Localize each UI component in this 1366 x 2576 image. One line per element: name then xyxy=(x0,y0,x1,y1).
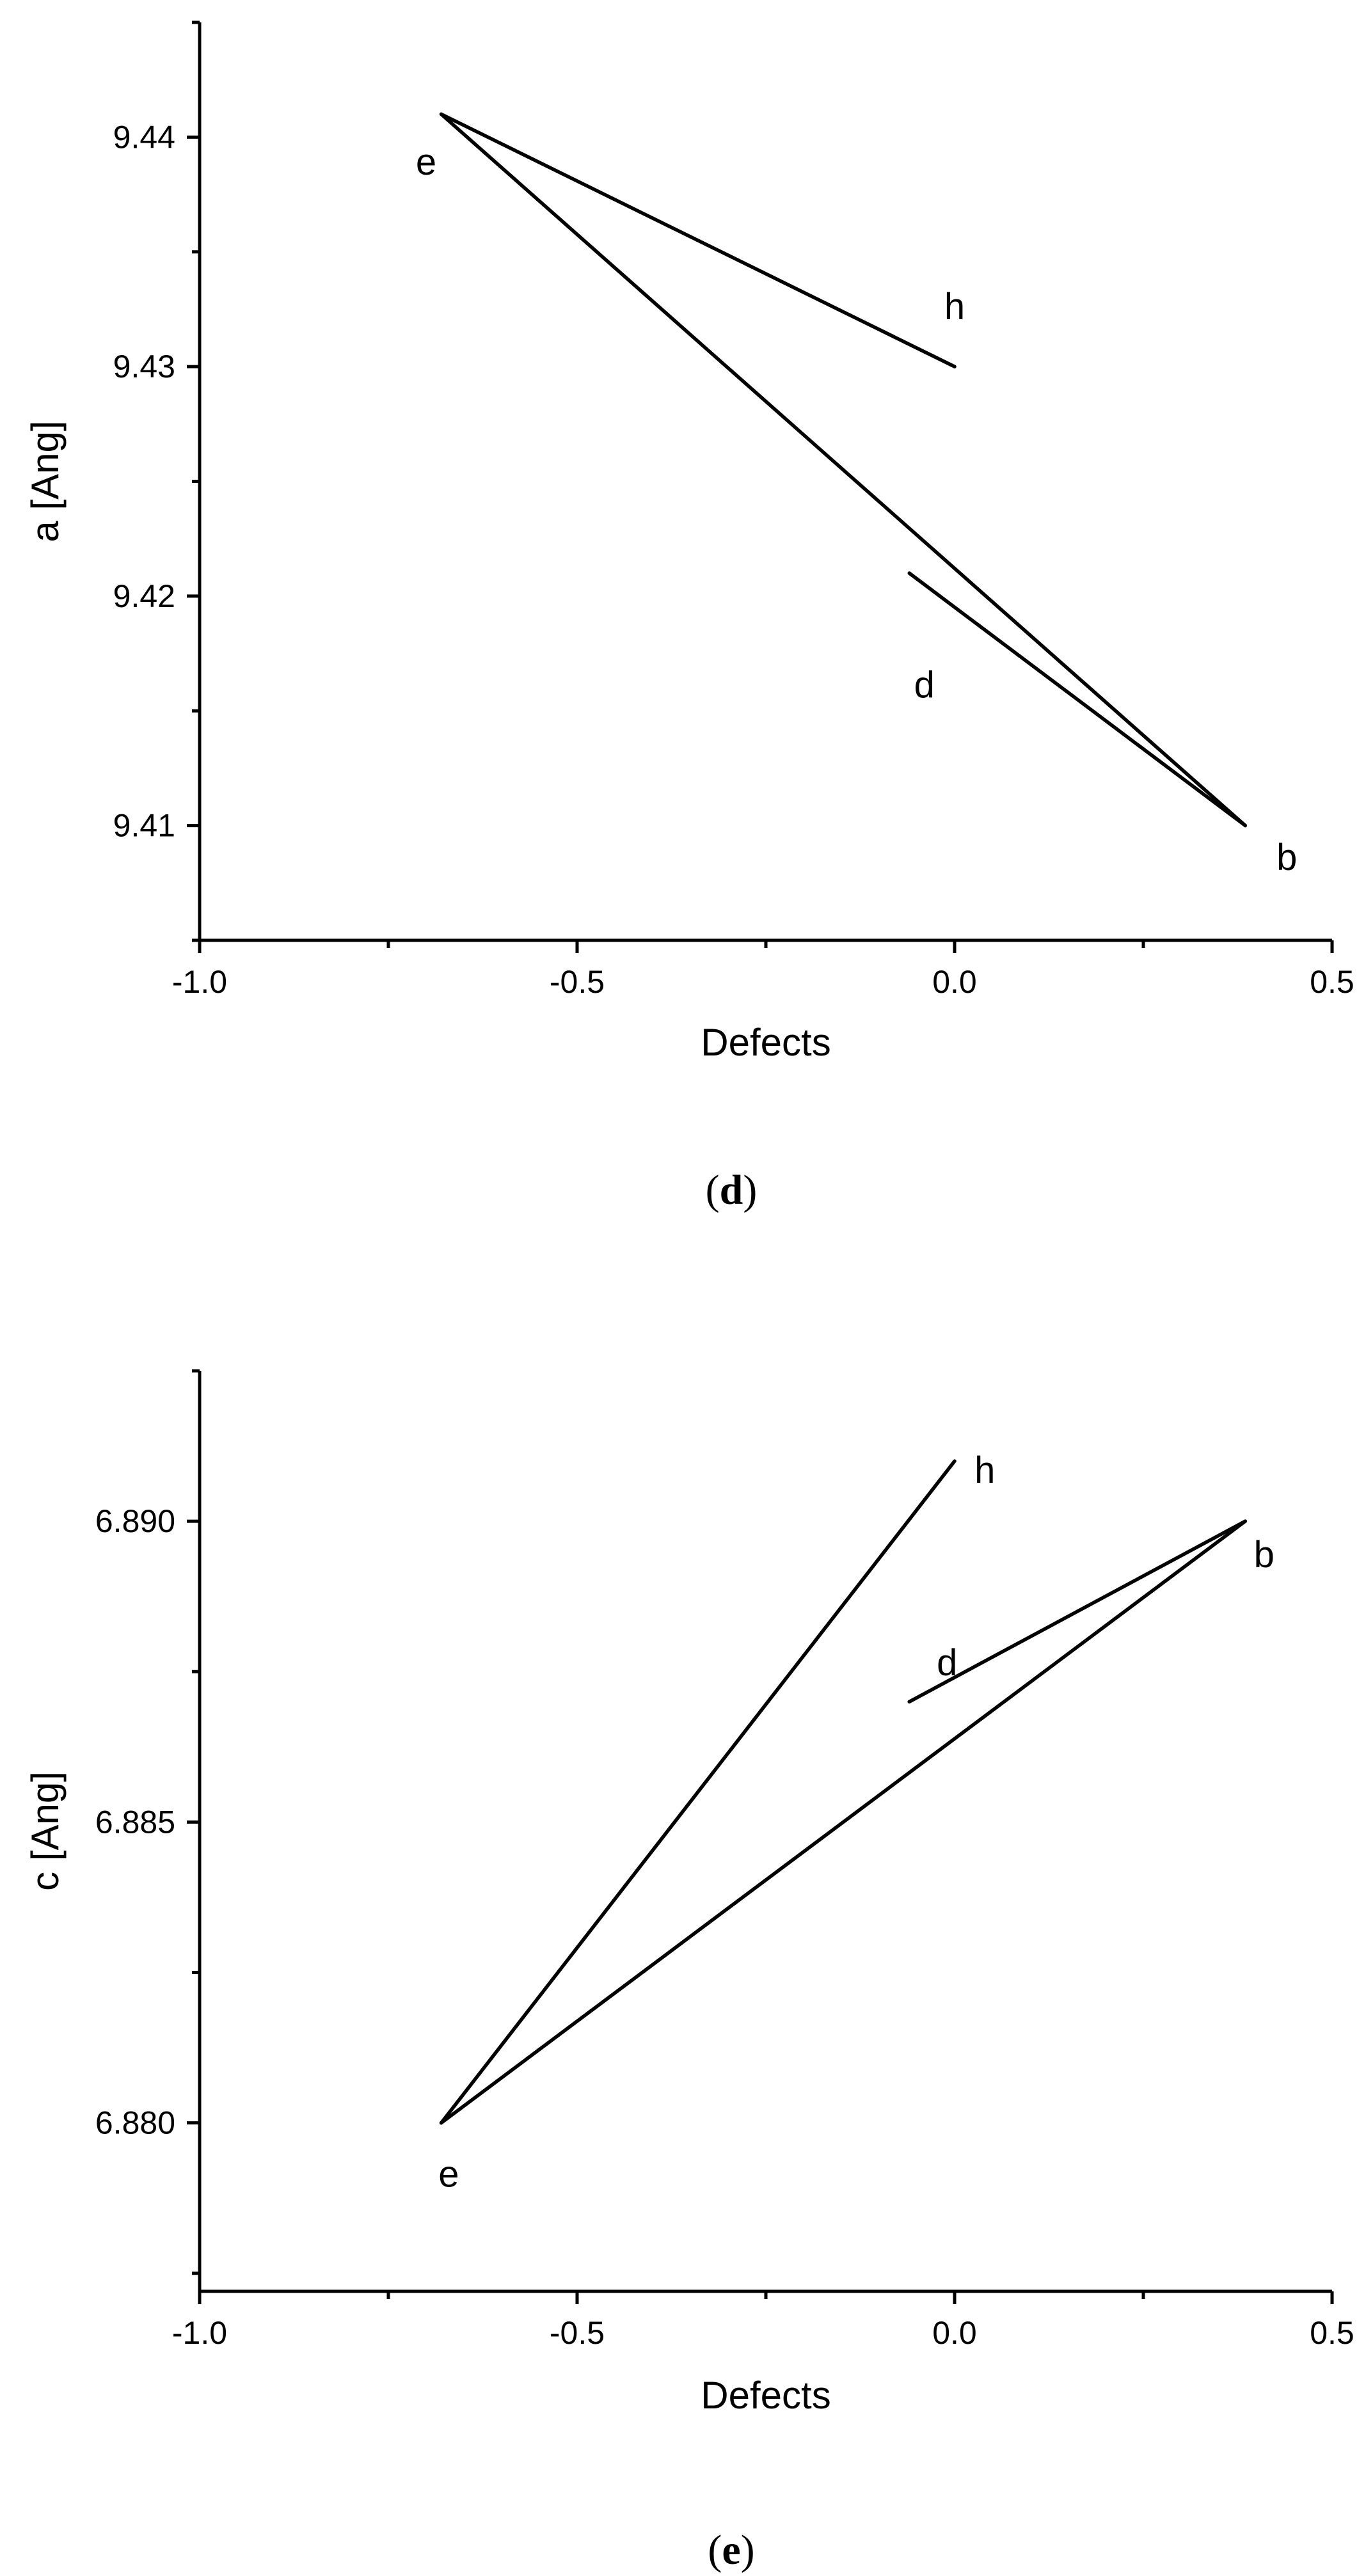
caption-open: ( xyxy=(708,2527,722,2573)
point-label-b: b xyxy=(1254,1534,1275,1576)
caption-open: ( xyxy=(706,1167,720,1213)
y-axis-title: c [Ang] xyxy=(24,1771,67,1891)
x-tick-label: -1.0 xyxy=(172,2315,227,2351)
point-label-h: h xyxy=(974,1450,995,1491)
y-tick-label: 9.43 xyxy=(113,349,175,384)
y-tick-label: 9.42 xyxy=(113,578,175,614)
series-line-1 xyxy=(439,112,957,368)
point-label-b: b xyxy=(1276,837,1297,878)
x-tick-label: -0.5 xyxy=(550,2315,605,2351)
y-axis-title: a [Ang] xyxy=(24,420,67,542)
series-line-3 xyxy=(907,1519,1248,1704)
chart-panel-d: -1.0 -0.5 0.0 0.5 9.41 9.42 9.43 9.44 Defects a [… xyxy=(24,20,1354,1064)
series-line-1 xyxy=(439,1459,957,2125)
point-label-e: e xyxy=(416,141,436,183)
x-tick-label: -0.5 xyxy=(550,964,605,1000)
x-tick-label: 0.0 xyxy=(932,964,977,1000)
caption-close: ) xyxy=(743,1167,757,1213)
x-axis-title: Defects xyxy=(701,2374,830,2417)
caption-letter: d xyxy=(720,1167,743,1213)
point-label-e: e xyxy=(438,2154,459,2195)
series-line-2 xyxy=(439,1519,1248,2125)
x-tick-label: -1.0 xyxy=(172,964,227,1000)
y-tick-label: 9.41 xyxy=(113,808,175,844)
y-tick-label: 9.44 xyxy=(113,119,175,155)
series-line-3 xyxy=(907,571,1248,828)
point-label-d: d xyxy=(914,665,935,706)
x-tick-label: 0.5 xyxy=(1310,2315,1354,2351)
caption-letter: e xyxy=(722,2527,740,2573)
point-label-h: h xyxy=(944,286,965,328)
series-line-2 xyxy=(439,112,1248,828)
chart-panel-e: -1.0 -0.5 0.0 0.5 6.880 6.885 6.890 Defects c [A… xyxy=(24,1369,1354,2417)
caption-d: (d) xyxy=(706,1167,758,1213)
y-tick-label: 6.885 xyxy=(95,1804,175,1840)
x-tick-label: 0.0 xyxy=(932,2315,977,2351)
y-tick-label: 6.890 xyxy=(95,1503,175,1539)
y-tick-label: 6.880 xyxy=(95,2105,175,2141)
caption-e: (e) xyxy=(708,2527,754,2573)
caption-close: ) xyxy=(741,2527,755,2573)
x-tick-label: 0.5 xyxy=(1310,964,1354,1000)
x-axis-title: Defects xyxy=(701,1021,830,1064)
point-label-d: d xyxy=(937,1642,957,1684)
